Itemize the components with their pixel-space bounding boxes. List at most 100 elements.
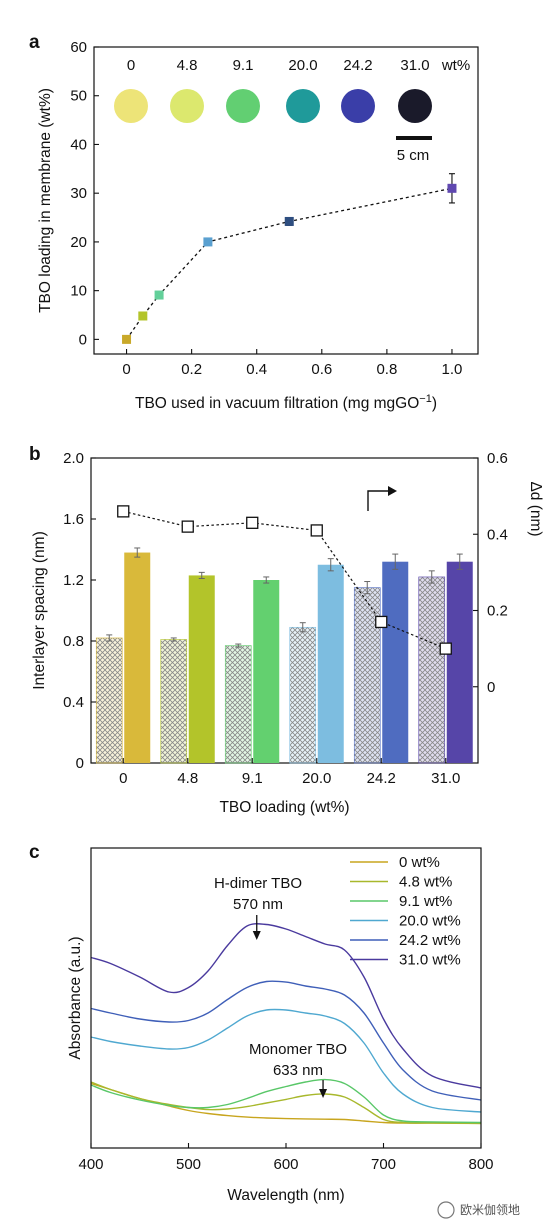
legend-label: 20.0 wt% bbox=[399, 913, 461, 930]
panel-a-ticks: 0 0.2 0.4 0.6 0.8 1.0 0 10 20 30 40 50 60 bbox=[70, 39, 462, 378]
x-tick-label: 31.0 bbox=[431, 770, 460, 787]
panel-a-inset: 0 4.8 9.1 20.0 24.2 31.0 wt% 5 cm bbox=[114, 57, 470, 164]
membrane-sample-disk bbox=[170, 89, 204, 123]
y-tick-label: 10 bbox=[70, 283, 87, 300]
membrane-sample-disk bbox=[226, 89, 260, 123]
spectrum-curve bbox=[90, 923, 482, 1089]
membrane-sample-disk bbox=[398, 89, 432, 123]
right-y-tick-label: 0.2 bbox=[487, 603, 508, 620]
panel-c-annotations: H-dimer TBO 570 nm Monomer TBO 633 nm bbox=[214, 875, 347, 1098]
legend-label: 0 wt% bbox=[399, 854, 440, 871]
x-tick-label: 0.4 bbox=[246, 361, 267, 378]
solid-bar bbox=[446, 561, 473, 763]
hatched-bar bbox=[289, 626, 317, 764]
hatched-bar bbox=[95, 637, 123, 764]
panel-c-label: c bbox=[29, 842, 40, 863]
x-tick-label: 9.1 bbox=[242, 770, 263, 787]
panel-b-delta-d-markers bbox=[117, 505, 452, 655]
hatched-bar bbox=[353, 587, 381, 764]
inset-concentration-label: 9.1 bbox=[233, 57, 254, 74]
panel-b-delta-d-line bbox=[123, 510, 446, 650]
panel-c: c 400 500 600 700 800 0 wt% 4.8 wt% 9.1 wt% 20.… bbox=[29, 842, 494, 1204]
scale-bar-label: 5 cm bbox=[397, 147, 430, 164]
data-point bbox=[284, 216, 294, 226]
y-tick-label: 0 bbox=[79, 331, 87, 348]
right-y-tick-label: 0 bbox=[487, 679, 495, 696]
down-arrow-icon bbox=[319, 1089, 328, 1098]
inset-concentration-label: wt% bbox=[441, 57, 470, 74]
x-tick-label: 0.8 bbox=[376, 361, 397, 378]
panel-a-y-axis-label: TBO loading in membrane (wt%) bbox=[37, 88, 54, 313]
inset-concentration-label: 31.0 bbox=[400, 57, 429, 74]
panel-a: a 0 0.2 0.4 0.6 0.8 1.0 0 10 20 30 40 50 60 0 4.8 9.1 2… bbox=[29, 32, 479, 412]
panel-c-x-axis-label: Wavelength (nm) bbox=[227, 1187, 344, 1204]
inset-concentration-label: 4.8 bbox=[177, 57, 198, 74]
wechat-icon bbox=[437, 1201, 455, 1219]
solid-bar bbox=[253, 580, 280, 763]
y-tick-label: 20 bbox=[70, 234, 87, 251]
delta-d-marker bbox=[117, 505, 130, 518]
panel-a-points bbox=[122, 173, 457, 344]
legend-label: 31.0 wt% bbox=[399, 952, 461, 969]
spectrum-curve bbox=[90, 1078, 482, 1124]
panel-c-curves bbox=[90, 923, 482, 1125]
panel-b-right-y-axis-label: Δd (nm) bbox=[527, 481, 544, 536]
x-tick-label: 0.2 bbox=[181, 361, 202, 378]
panel-b-y-axis-label: Interlayer spacing (nm) bbox=[31, 531, 48, 690]
y-tick-label: 2.0 bbox=[63, 450, 84, 467]
panel-a-plot-frame bbox=[93, 46, 479, 355]
membrane-sample-disk bbox=[114, 89, 148, 123]
spectrum-curve bbox=[90, 1082, 482, 1125]
y-tick-label: 60 bbox=[70, 39, 87, 56]
hatched-bar bbox=[418, 576, 446, 764]
right-y-tick-label: 0.4 bbox=[487, 526, 508, 543]
y-tick-label: 0.8 bbox=[63, 633, 84, 650]
x-tick-label: 800 bbox=[468, 1156, 493, 1173]
x-tick-label: 0 bbox=[122, 361, 130, 378]
right-axis-arrow-icon bbox=[367, 490, 392, 511]
y-tick-label: 1.2 bbox=[63, 572, 84, 589]
panel-b-label: b bbox=[29, 444, 41, 465]
y-tick-label: 50 bbox=[70, 88, 87, 105]
watermark: 欧米伽领地 bbox=[437, 1201, 520, 1219]
y-tick-label: 0 bbox=[76, 755, 84, 772]
spectrum-curve bbox=[90, 980, 482, 1101]
panel-c-legend: 0 wt% 4.8 wt% 9.1 wt% 20.0 wt% 24.2 wt% 31.0 … bbox=[350, 854, 461, 969]
y-tick-label: 40 bbox=[70, 136, 87, 153]
data-point bbox=[138, 311, 148, 321]
data-point bbox=[447, 183, 457, 193]
panel-b: b 0 4.8 9.1 20.0 24.2 31.0 0 0.4 0.8 1.2 1.6 2.0 0 0.… bbox=[29, 444, 544, 816]
data-point bbox=[203, 237, 213, 247]
y-tick-label: 30 bbox=[70, 185, 87, 202]
annotation-monomer-wavelength: 633 nm bbox=[273, 1062, 323, 1079]
x-tick-label: 0.6 bbox=[311, 361, 332, 378]
annotation-monomer: Monomer TBO bbox=[249, 1041, 347, 1058]
delta-d-marker bbox=[439, 642, 452, 655]
membrane-sample-disk bbox=[341, 89, 375, 123]
data-point bbox=[154, 290, 164, 300]
x-tick-label: 0 bbox=[119, 770, 127, 787]
legend-label: 9.1 wt% bbox=[399, 893, 452, 910]
data-point bbox=[122, 334, 132, 344]
hatched-bar bbox=[224, 645, 252, 764]
solid-bar bbox=[382, 561, 409, 763]
x-tick-label: 24.2 bbox=[367, 770, 396, 787]
down-arrow-icon bbox=[252, 931, 261, 940]
panel-c-ticks: 400 500 600 700 800 bbox=[78, 1143, 494, 1173]
y-tick-label: 0.4 bbox=[63, 694, 84, 711]
legend-label: 24.2 wt% bbox=[399, 932, 461, 949]
hatched-bar bbox=[160, 639, 188, 764]
solid-bar bbox=[188, 575, 215, 763]
panel-b-ticks: 0 4.8 9.1 20.0 24.2 31.0 0 0.4 0.8 1.2 1.6 2.0 0 0.2 0… bbox=[63, 450, 508, 787]
panel-c-y-axis-label: Absorbance (a.u.) bbox=[67, 936, 84, 1059]
panel-a-trend-line bbox=[126, 187, 453, 340]
annotation-h-dimer: H-dimer TBO bbox=[214, 875, 302, 892]
x-tick-label: 600 bbox=[273, 1156, 298, 1173]
delta-d-marker bbox=[181, 520, 194, 533]
x-tick-label: 4.8 bbox=[177, 770, 198, 787]
watermark-text: 欧米伽领地 bbox=[460, 1202, 520, 1217]
delta-d-marker bbox=[375, 615, 388, 629]
x-tick-label: 700 bbox=[371, 1156, 396, 1173]
solid-bar bbox=[317, 564, 344, 763]
